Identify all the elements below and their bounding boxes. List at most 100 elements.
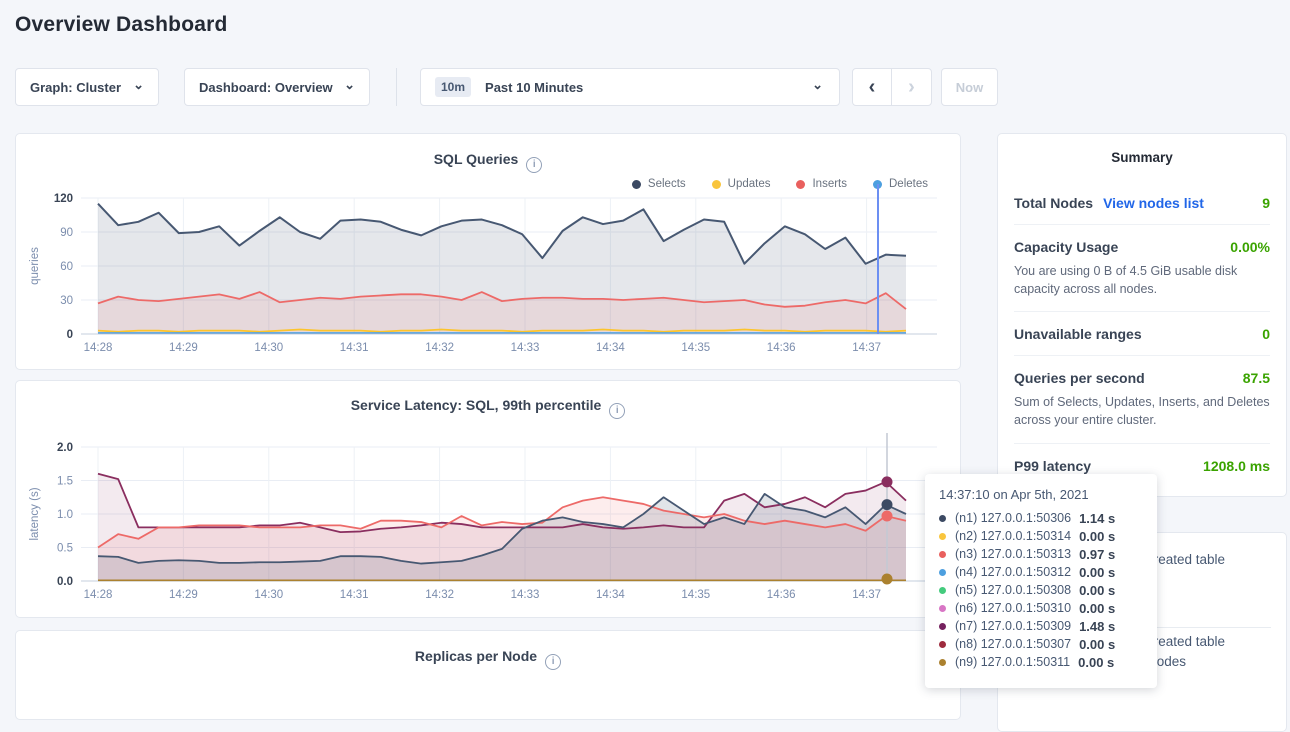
tooltip-value: 0.00 s [1078, 654, 1115, 670]
next-time-button[interactable]: › [892, 69, 931, 105]
summary-label: Unavailable ranges [1014, 326, 1142, 343]
summary-description: You are using 0 B of 4.5 GiB usable disk… [1014, 264, 1238, 297]
summary-card: Summary Total Nodes View nodes list 9 Capac… [997, 133, 1287, 497]
summary-label: P99 latency [1014, 457, 1092, 474]
tooltip-node-address: (n6) 127.0.0.1:50310 [955, 601, 1072, 615]
svg-text:queries: queries [29, 247, 41, 285]
graph-dropdown-label: Graph: Cluster [30, 79, 122, 95]
info-icon[interactable]: i [526, 157, 543, 173]
svg-text:14:35: 14:35 [681, 342, 710, 354]
series-dot-icon [939, 532, 946, 540]
svg-text:14:36: 14:36 [767, 342, 796, 354]
tooltip-value: 1.48 s [1079, 618, 1116, 634]
summary-row: Capacity Usage 0.00% You are using 0 B of … [1014, 224, 1270, 311]
svg-text:14:32: 14:32 [425, 589, 454, 601]
svg-text:14:35: 14:35 [681, 589, 710, 601]
tooltip-value: 0.97 s [1079, 546, 1116, 562]
legend-label: Inserts [812, 178, 847, 190]
time-range-dropdown[interactable]: 10m Past 10 Minutes ⌄ [420, 68, 840, 106]
chart-hover-tooltip: 14:37:10 on Apr 5th, 2021 (n1) 127.0.0.1… [925, 474, 1157, 688]
series-dot-icon [939, 586, 946, 594]
svg-text:1.0: 1.0 [57, 509, 73, 521]
svg-text:0: 0 [67, 329, 73, 341]
series-dot-icon [939, 658, 946, 666]
dashboard-dropdown[interactable]: Dashboard: Overview ⌄ [184, 68, 370, 106]
graph-dropdown[interactable]: Graph: Cluster ⌄ [15, 68, 159, 106]
tooltip-node-address: (n8) 127.0.0.1:50307 [955, 637, 1072, 651]
series-dot-icon [939, 640, 946, 648]
info-icon[interactable]: i [545, 654, 562, 670]
svg-text:14:30: 14:30 [254, 342, 283, 354]
chevron-down-icon: ⌄ [133, 77, 144, 92]
svg-text:14:33: 14:33 [511, 589, 540, 601]
summary-label: Queries per second [1014, 370, 1145, 387]
tooltip-row: (n3) 127.0.0.1:50313 0.97 s [939, 545, 1143, 563]
tooltip-row: (n8) 127.0.0.1:50307 0.00 s [939, 635, 1143, 653]
summary-title: Summary [1111, 150, 1173, 165]
tooltip-node-address: (n4) 127.0.0.1:50312 [955, 565, 1072, 579]
tooltip-node-address: (n3) 127.0.0.1:50313 [955, 547, 1072, 561]
svg-text:0.5: 0.5 [57, 543, 73, 555]
svg-text:30: 30 [60, 295, 73, 307]
svg-text:1.5: 1.5 [57, 476, 73, 488]
summary-value: 9 [1262, 195, 1270, 211]
tooltip-row: (n4) 127.0.0.1:50312 0.00 s [939, 563, 1143, 581]
summary-value: 87.5 [1242, 370, 1270, 387]
svg-text:60: 60 [60, 261, 73, 273]
legend-item-updates[interactable]: Updates [711, 178, 770, 190]
legend-item-inserts[interactable]: Inserts [796, 178, 847, 190]
service-latency-chart[interactable]: 0.0 0.5 1.0 1.5 2.0 14:28 14:29 14:30 14:31 14:32… [16, 381, 962, 619]
series-dot-icon [939, 568, 946, 576]
svg-text:14:31: 14:31 [340, 342, 369, 354]
series-dot-icon [939, 514, 946, 522]
tooltip-timestamp: 14:37:10 on Apr 5th, 2021 [939, 487, 1089, 502]
tooltip-value: 0.00 s [1079, 636, 1116, 652]
replicas-per-node-card: Replicas per Node i [15, 630, 961, 720]
tooltip-row: (n1) 127.0.0.1:50306 1.14 s [939, 509, 1143, 527]
prev-time-button[interactable]: ‹ [853, 69, 893, 105]
time-range-badge: 10m [435, 77, 472, 97]
tooltip-value: 0.00 s [1079, 600, 1116, 616]
tooltip-row: (n6) 127.0.0.1:50310 0.00 s [939, 599, 1143, 617]
dashboard-dropdown-label: Dashboard: Overview [199, 79, 333, 95]
tooltip-value: 0.00 s [1079, 582, 1116, 598]
info-icon[interactable]: i [609, 403, 626, 419]
tooltip-row: (n9) 127.0.0.1:50311 0.00 s [939, 653, 1143, 671]
tooltip-value: 0.00 s [1079, 564, 1116, 580]
series-dot-icon [939, 622, 946, 630]
tooltip-row: (n7) 127.0.0.1:50309 1.48 s [939, 617, 1143, 635]
event-text-fragment: codes [1150, 654, 1187, 669]
svg-text:latency (s): latency (s) [29, 487, 41, 540]
tooltip-node-address: (n5) 127.0.0.1:50308 [955, 583, 1072, 597]
view-nodes-list-link[interactable]: View nodes list [1103, 195, 1204, 211]
legend-item-selects[interactable]: Selects [631, 178, 686, 190]
summary-label: Total Nodes [1014, 195, 1094, 211]
service-latency-title: Service Latency: SQL, 99th percentile i [16, 397, 960, 419]
summary-value: 1208.0 ms [1203, 457, 1270, 474]
svg-text:90: 90 [60, 227, 73, 239]
sql-queries-legend: Selects Updates Inserts Deletes [631, 178, 928, 190]
event-text-fragment: created table [1147, 552, 1226, 567]
svg-text:14:34: 14:34 [596, 342, 625, 354]
svg-text:120: 120 [54, 193, 73, 205]
tooltip-node-address: (n7) 127.0.0.1:50309 [955, 619, 1072, 633]
series-dot-icon [939, 550, 946, 558]
legend-dot-icon [796, 179, 806, 189]
summary-row: Queries per second 87.5 Sum of Selects, Up… [1014, 355, 1270, 442]
chevron-down-icon: ⌄ [812, 77, 823, 92]
event-text-fragment: created table [1147, 634, 1226, 649]
service-latency-card: Service Latency: SQL, 99th percentile i 0… [15, 380, 961, 618]
tooltip-value: 0.00 s [1079, 528, 1116, 544]
chevron-right-icon: › [908, 75, 915, 98]
controls-divider [396, 68, 397, 106]
chevron-down-icon: ⌄ [344, 77, 355, 92]
tooltip-node-address: (n2) 127.0.0.1:50314 [955, 529, 1072, 543]
svg-text:14:29: 14:29 [169, 589, 198, 601]
sql-queries-chart[interactable]: 0 30 60 90 120 14:28 14:29 14:30 14:31 14:32 14:33… [16, 134, 962, 371]
svg-text:14:28: 14:28 [84, 589, 113, 601]
page-title: Overview Dashboard [15, 13, 228, 36]
tooltip-node-address: (n9) 127.0.0.1:50311 [955, 655, 1071, 669]
svg-text:14:37: 14:37 [852, 342, 881, 354]
summary-row: Total Nodes View nodes list 9 [1014, 187, 1270, 224]
now-button[interactable]: Now [941, 68, 998, 106]
